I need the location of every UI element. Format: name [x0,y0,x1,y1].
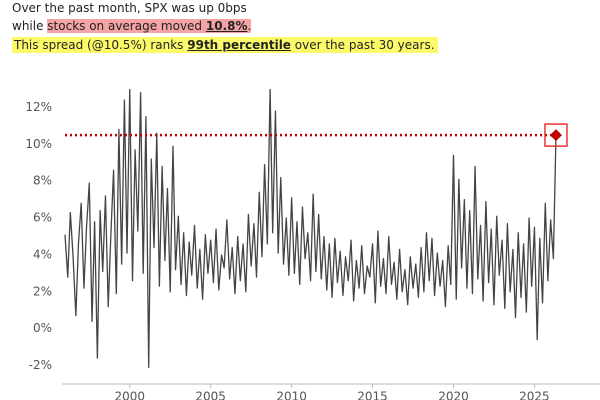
annotation-line: Over the past month, SPX was up 0bps [12,0,247,17]
x-tick-label: 2015 [357,390,388,400]
annotation-text: over the past 30 years. [290,38,435,52]
annotation-line: This spread (@10.5%) ranks 99th percenti… [12,37,438,54]
x-tick-label: 2020 [438,390,469,400]
annotation-text: while [12,19,48,33]
annotation-highlight: This spread (@10.5%) ranks 99th percenti… [12,37,438,53]
annotation-text: stocks on average moved [47,19,206,33]
y-tick-label: 6% [33,211,52,225]
annotation-text: Over the past month, SPX was up 0bps [12,1,247,15]
series-line [64,89,557,369]
x-tick-label: 2000 [114,390,145,400]
x-tick-label: 2025 [519,390,550,400]
annotation-text: This spread (@10.5%) ranks [14,38,188,52]
x-tick-label: 2005 [195,390,226,400]
y-tick-label: 10% [25,137,52,151]
annotation-emphasis: 10.8% [205,19,248,33]
y-tick-label: 2% [33,284,52,298]
annotation-highlight: stocks on average moved 10.8%. [47,19,252,33]
y-tick-label: 12% [25,100,52,114]
y-tick-label: 0% [33,321,52,335]
latest-box [544,123,568,147]
x-tick-label: 2010 [276,390,307,400]
y-tick-label: 8% [33,174,52,188]
annotation-text: . [247,19,252,33]
annotation-emphasis: 99th percentile [187,38,291,52]
y-tick-label: -2% [29,358,52,372]
y-tick-label: 4% [33,247,52,261]
annotation-line: while stocks on average moved 10.8%. [12,18,252,35]
latest-marker [549,129,562,142]
